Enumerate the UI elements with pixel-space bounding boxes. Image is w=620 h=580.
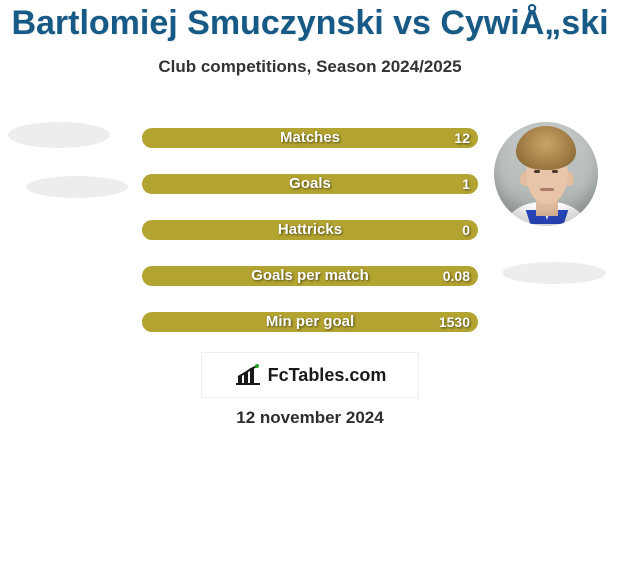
player-right-avatar — [494, 122, 598, 226]
subtitle: Club competitions, Season 2024/2025 — [0, 57, 620, 77]
player-left-avatar-placeholder — [8, 122, 110, 148]
stat-bar-left — [140, 126, 310, 150]
page-title: Bartlomiej Smuczynski vs CywiÅ„ski — [0, 0, 620, 43]
stat-bar-left — [140, 218, 310, 242]
stat-bar-left — [140, 264, 302, 288]
source-logo: FcTables.com — [201, 352, 419, 398]
stat-bar-right — [310, 172, 480, 196]
stat-row: Matches12 — [140, 126, 480, 150]
stat-bar-right — [296, 310, 480, 334]
logo-suffix-text: .com — [344, 365, 386, 385]
stat-bar-left — [140, 310, 296, 334]
stats-bars: Matches12 Goals1 Hattricks0 Goals per match… — [140, 126, 480, 356]
stat-bar-right — [310, 218, 480, 242]
player-left-name-placeholder — [26, 176, 128, 198]
comparison-infographic: Bartlomiej Smuczynski vs CywiÅ„ski Club … — [0, 0, 620, 580]
stat-row: Goals per match0.08 — [140, 264, 480, 288]
stat-row: Min per goal1530 — [140, 310, 480, 334]
stat-bar-right — [302, 264, 480, 288]
date-line: 12 november 2024 — [0, 408, 620, 428]
player-right-column — [494, 122, 606, 284]
player-left-column — [8, 122, 120, 198]
logo-main-text: FcTables — [268, 365, 345, 385]
stat-row: Hattricks0 — [140, 218, 480, 242]
source-logo-text: FcTables.com — [268, 365, 387, 386]
chart-icon — [234, 364, 262, 386]
player-right-name-placeholder — [502, 262, 606, 284]
stat-row: Goals1 — [140, 172, 480, 196]
stat-bar-left — [140, 172, 310, 196]
stat-bar-right — [310, 126, 480, 150]
